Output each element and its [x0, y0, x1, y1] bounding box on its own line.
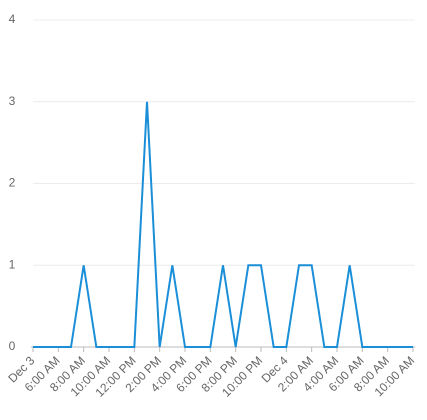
y-tick-label: 4 — [9, 12, 16, 26]
line-series — [33, 101, 413, 348]
y-tick-label: 2 — [9, 176, 16, 190]
y-tick-label: 0 — [9, 339, 16, 353]
y-tick-label: 3 — [9, 94, 16, 108]
y-tick-label: 1 — [9, 257, 16, 271]
